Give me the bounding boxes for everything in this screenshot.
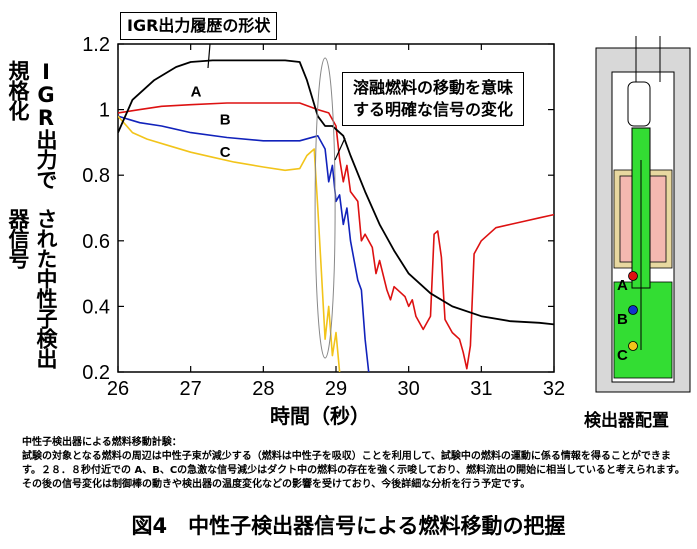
signal-callout-line-1: 溶融燃料の移動を意味 [353,78,514,97]
detector-top-capsule [627,81,651,127]
y-tick-label: 0.8 [82,165,110,187]
y-axis-label: IGR出力で規格化 された中性子検出器信号 [2,60,62,380]
y-tick-label: 1.2 [82,34,110,56]
igr-callout-leader [207,43,211,69]
x-tick-label: 27 [180,378,202,400]
note-body: 試験の対象となる燃料の周辺は中性子束が減少する（燃料は中性子を吸収）ことを利用し… [22,451,685,490]
signal-change-callout: 溶融燃料の移動を意味 する明確な信号の変化 [342,72,525,126]
x-tick-label: 28 [252,378,274,400]
signal-callout-leader [334,137,346,161]
igr-callout: IGR出力履歴の形状 [120,12,278,40]
y-axis-label-line-1: IGR出力で規格化 [6,60,58,189]
series-label-a: A [191,83,202,100]
series-line-b [118,115,370,372]
y-tick-label: 1 [99,100,110,122]
x-tick-label: 29 [325,378,347,400]
detector-point-c [628,341,638,351]
detector-point-b [628,305,638,315]
detector-label-c: C [617,347,628,364]
detector-title: 検出器配置 [584,411,669,431]
series-line-igr [118,59,554,326]
y-axis-label-line-2: された中性子検出器信号 [6,207,58,368]
x-axis-label: 時間（秒） [270,404,370,428]
detector-label-a: A [617,277,628,294]
x-tick-label: 26 [107,378,129,400]
y-tick-label: 0.4 [82,296,110,318]
figure-caption: 図4 中性子検出器信号による燃料移動の把握 [131,514,566,538]
detector-diagram: AB C [595,36,691,393]
detector-lower-pool [613,281,673,379]
x-tick-label: 31 [470,378,492,400]
detector-label-b: B [617,311,628,328]
series-label-c: C [220,144,231,161]
detector-point-a [628,271,638,281]
explanation-note: 中性子検出器による燃料移動計験： 試験の対象となる燃料の周辺は中性子束が減少する… [22,436,687,492]
x-tick-label: 30 [398,378,420,400]
y-tick-label: 0.2 [82,362,110,384]
y-tick-label: 0.6 [82,231,110,253]
series-line-a [118,102,554,370]
series-label-b: B [220,111,231,128]
signal-callout-line-2: する明確な信号の変化 [353,100,514,119]
series-line-c [118,115,341,372]
x-tick-label: 32 [543,378,565,400]
note-heading: 中性子検出器による燃料移動計験： [22,437,182,448]
drop-highlight-ellipse [314,57,336,359]
